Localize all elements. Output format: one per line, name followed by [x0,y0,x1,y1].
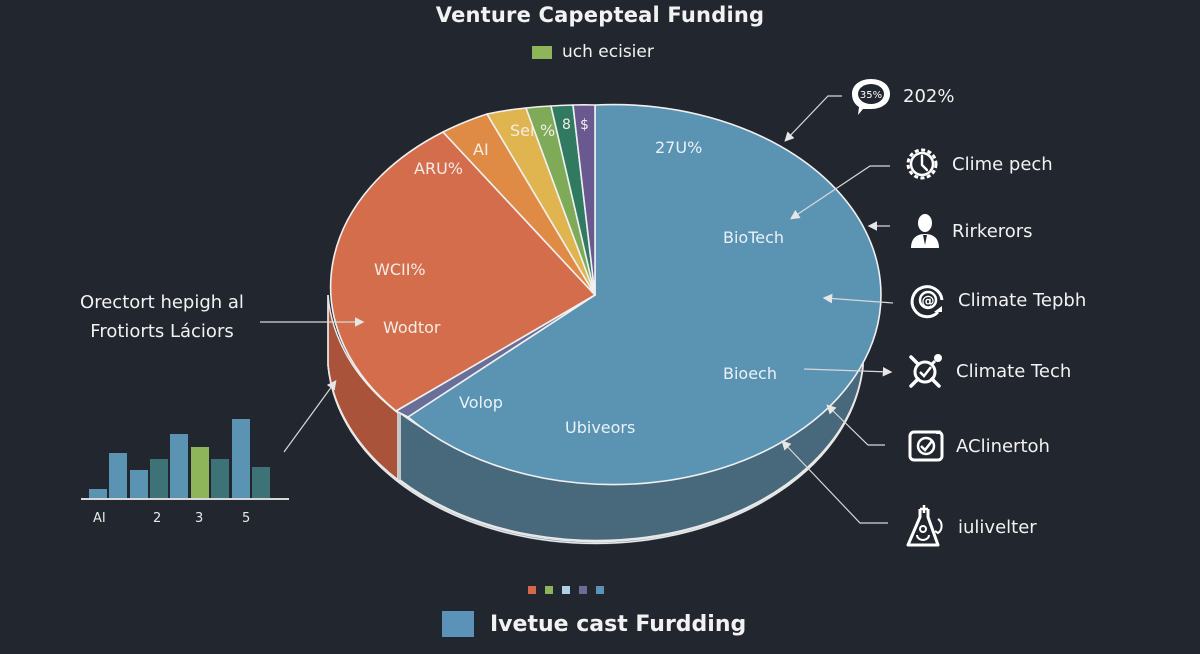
label-dollar: $ [580,117,589,133]
label-ubiveors: Ubiveors [565,418,636,437]
slice-wodtor [329,131,596,412]
legend-swatch-green [532,45,552,59]
right-item-label: iulivelter [958,516,1037,538]
dot-blue [596,586,604,594]
right-item-label: 202% [903,85,955,107]
flask-icon [906,505,943,547]
label-wodtor: Wodtor [383,318,441,337]
gear-clock-icon [906,148,938,180]
label-pct: % [540,121,556,140]
right-item-label: Climate Tech [956,360,1072,382]
svg-text:@: @ [922,294,935,309]
bottom-legend: Ivetue cast Furdding [442,611,746,637]
right-item-label: Climate Tepbh [958,289,1087,311]
at-sign-icon: @ [910,285,944,319]
pie-side-walls [327,294,864,545]
label-volop: Volop [459,393,503,412]
right-item-climate-tech: Climate Tech [906,352,1071,390]
right-item-label: Clime pech [952,153,1053,175]
right-item-202: 35% 202% [849,76,954,116]
left-annotation: Orectort hepigh al Frotiorts Láciors [62,288,262,346]
right-item-climate-tepbh: @ Climate Tepbh [908,281,1086,319]
top-legend: uch ecisier [532,42,654,62]
right-item-label: AClinertoh [956,435,1050,457]
right-item-clime-pech: Clime pech [902,144,1053,184]
right-item-rirkerors: Rirkerors [908,212,1033,250]
mini-tick-ai: AI [93,511,106,526]
leader-lines [260,95,894,524]
label-eight: 8 [562,117,571,133]
label-27u: 27U% [655,138,703,157]
right-item-aclinertoh: AClinertoh [908,428,1050,464]
dot-purple [579,586,587,594]
left-annotation-line1: Orectort hepigh al [80,292,244,313]
check-target-icon [908,430,944,462]
label-wcii: WCII% [374,260,426,279]
label-bioech: Bioech [723,364,777,383]
bottom-legend-label: Ivetue cast Furdding [490,611,747,637]
svg-text:35%: 35% [860,90,882,101]
color-dots-legend [528,586,604,594]
target-cross-icon [909,354,942,388]
label-biotech: BioTech [723,228,785,247]
mini-tick-3: 3 [195,511,204,526]
dot-red [528,586,536,594]
dot-green [545,586,553,594]
top-legend-label: uch ecisier [562,42,654,62]
mini-tick-5: 5 [242,511,251,526]
slice-dollar [572,104,596,296]
dot-lightblue [562,586,570,594]
right-item-iulivelter: iulivelter [904,505,1037,549]
speech-bubble-percent-icon: 35% [852,79,890,115]
left-annotation-line2: Frotiorts Láciors [90,321,234,342]
label-aru: ARU% [414,159,463,178]
label-ai: AI [473,140,489,159]
pie-top-face [329,103,882,486]
right-item-label: Rirkerors [952,220,1033,242]
mini-bar-chart [81,419,289,500]
label-sel: Sel [510,121,535,140]
chart-title: Venture Capepteal Funding [435,3,765,27]
legend-swatch-blue [442,611,474,637]
mini-tick-2: 2 [153,511,162,526]
slice-biotech [407,103,882,486]
person-icon [911,214,939,248]
